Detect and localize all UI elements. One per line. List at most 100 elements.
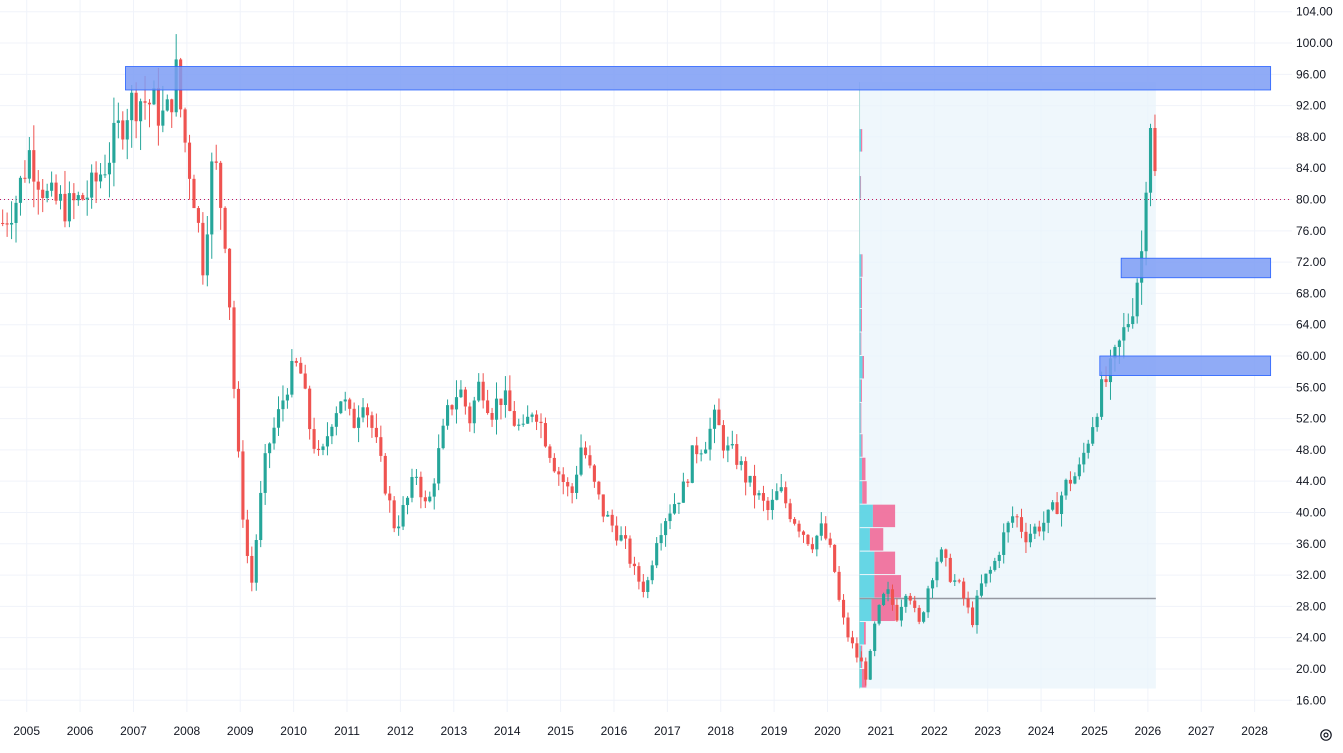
candle-body bbox=[957, 580, 961, 582]
y-tick-label: 56.00 bbox=[1296, 380, 1326, 394]
volume-bar-up bbox=[859, 622, 864, 645]
candle-body bbox=[10, 222, 14, 225]
candle-body bbox=[548, 446, 552, 458]
candle-body bbox=[735, 444, 739, 465]
volume-bar-up bbox=[859, 277, 862, 309]
candle-body bbox=[321, 446, 325, 451]
time-axis[interactable]: 2005 2006 2007 2008 2009 2010 2011 2012 2013 2014… bbox=[13, 724, 1268, 738]
volume-bar-up bbox=[859, 504, 873, 528]
candle-body bbox=[459, 389, 463, 398]
candle-body bbox=[365, 407, 370, 416]
zones[interactable] bbox=[125, 66, 1272, 376]
candle-body bbox=[672, 504, 677, 514]
candle-body bbox=[908, 595, 912, 601]
candle-body bbox=[401, 505, 405, 527]
x-tick-label: 2009 bbox=[227, 724, 254, 738]
candle-body bbox=[988, 569, 992, 574]
candle-body bbox=[94, 172, 98, 182]
candle-body bbox=[156, 88, 160, 126]
candle-body bbox=[815, 535, 819, 550]
x-tick-label: 2017 bbox=[654, 724, 681, 738]
candle-body bbox=[606, 514, 610, 517]
volume-bar-up bbox=[859, 457, 862, 481]
zone-rectangle[interactable] bbox=[1120, 257, 1272, 279]
candle-body bbox=[775, 491, 779, 500]
candle-body bbox=[192, 178, 196, 209]
price-axis[interactable]: 16.00 20.00 24.00 28.00 32.00 36.00 40.00 44.00… bbox=[1296, 5, 1333, 708]
candle-body bbox=[1015, 516, 1019, 518]
y-tick-label: 32.00 bbox=[1296, 568, 1326, 582]
candle-body bbox=[1064, 479, 1068, 496]
candle-body bbox=[1059, 495, 1064, 514]
candle-body bbox=[165, 99, 169, 111]
candle-body bbox=[481, 381, 485, 401]
x-tick-label: 2007 bbox=[120, 724, 147, 738]
candle-body bbox=[339, 401, 343, 414]
candle-body bbox=[32, 150, 36, 182]
candle-body bbox=[953, 580, 957, 582]
gear-icon-glyph bbox=[1320, 729, 1332, 741]
candle-body bbox=[971, 607, 975, 626]
candle-body bbox=[325, 436, 330, 447]
candle-body bbox=[690, 445, 694, 483]
candle-body bbox=[1104, 379, 1108, 383]
candle-body bbox=[1100, 379, 1104, 417]
candle-body bbox=[637, 566, 641, 582]
candle-body bbox=[285, 394, 289, 401]
candle-body bbox=[316, 448, 321, 451]
candle-body bbox=[27, 150, 31, 179]
x-tick-label: 2024 bbox=[1028, 724, 1055, 738]
y-tick-label: 76.00 bbox=[1296, 224, 1326, 238]
candle-body bbox=[1051, 502, 1055, 510]
candle-body bbox=[357, 417, 361, 428]
candle-body bbox=[85, 197, 89, 200]
zone-rectangle[interactable] bbox=[125, 66, 1272, 91]
candle-body bbox=[855, 643, 859, 658]
candle-body bbox=[659, 535, 663, 544]
candle-body bbox=[944, 549, 948, 558]
candle-body bbox=[236, 388, 241, 452]
volume-bar-down bbox=[860, 332, 862, 355]
candle-body bbox=[397, 526, 401, 529]
candle-body bbox=[352, 408, 356, 428]
candle-body bbox=[788, 503, 792, 520]
x-tick-label: 2014 bbox=[494, 724, 521, 738]
candle-body bbox=[543, 423, 548, 447]
candle-body bbox=[187, 142, 192, 179]
candle-body bbox=[388, 493, 392, 501]
x-tick-label: 2018 bbox=[707, 724, 734, 738]
candle-body bbox=[54, 182, 58, 201]
y-tick-label: 96.00 bbox=[1296, 67, 1326, 81]
candle-body bbox=[143, 101, 147, 103]
candle-body bbox=[744, 461, 748, 483]
volume-bar-down bbox=[860, 176, 862, 199]
candle-body bbox=[1068, 479, 1072, 484]
candle-body bbox=[312, 429, 316, 449]
candle-body bbox=[566, 482, 570, 487]
y-tick-label: 64.00 bbox=[1296, 318, 1326, 332]
candle-body bbox=[134, 92, 138, 122]
candle-body bbox=[975, 595, 979, 626]
zone-rectangle[interactable] bbox=[1099, 355, 1272, 376]
candle-body bbox=[904, 595, 908, 607]
gear-icon[interactable] bbox=[1317, 726, 1335, 744]
candle-body bbox=[299, 362, 303, 374]
x-tick-label: 2023 bbox=[974, 724, 1001, 738]
candle-body bbox=[477, 381, 481, 401]
candle-body bbox=[592, 465, 596, 482]
candle-body bbox=[793, 519, 797, 524]
candle-body bbox=[1046, 509, 1050, 523]
candle-body bbox=[494, 398, 499, 420]
candle-body bbox=[677, 502, 681, 505]
y-tick-label: 24.00 bbox=[1296, 631, 1326, 645]
candle-body bbox=[877, 605, 881, 624]
candle-body bbox=[534, 414, 539, 422]
candle-body bbox=[428, 496, 432, 502]
candle-body bbox=[557, 471, 561, 475]
x-tick-label: 2015 bbox=[547, 724, 574, 738]
candle-body bbox=[232, 307, 236, 389]
volume-bar-up bbox=[859, 402, 861, 434]
candle-body bbox=[281, 400, 285, 410]
